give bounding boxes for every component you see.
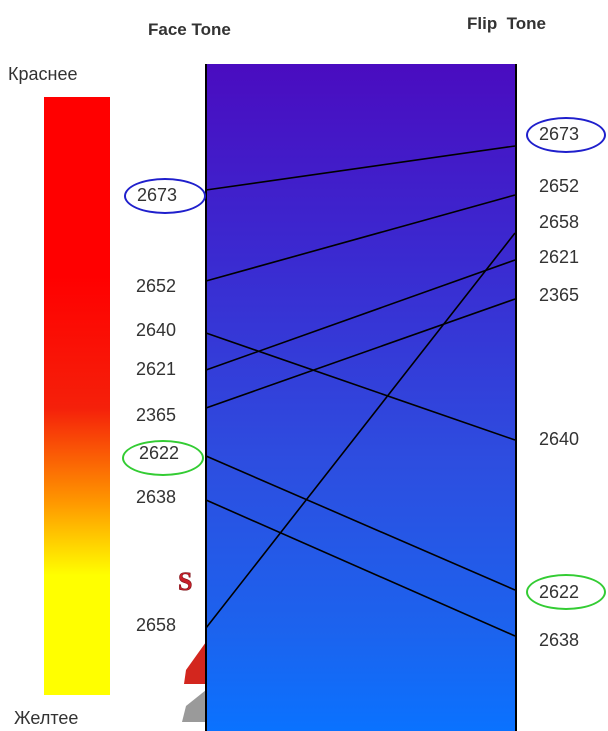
flip-value: 2658 (539, 212, 580, 232)
connection-line-2621 (205, 259, 516, 371)
flip-tone-heading: Flip Tone (467, 14, 547, 33)
highlight-ring-blue-face (124, 178, 206, 214)
redder-label: Краснее (8, 64, 78, 84)
connection-line-2652 (205, 194, 516, 282)
connection-line-2365 (205, 298, 516, 409)
flip-value: 2652 (539, 176, 580, 196)
connection-line-2640 (205, 332, 516, 441)
face-tone-heading: Face Tone (148, 20, 231, 39)
face-value: 2658 (136, 615, 177, 635)
highlight-ring-blue-flip (526, 117, 606, 153)
face-value: 2621 (136, 359, 177, 379)
connection-line-2673 (205, 145, 516, 191)
face-value: 2365 (136, 405, 177, 425)
flip-value: 2621 (539, 247, 580, 267)
connection-line-2658 (205, 232, 516, 629)
connection-line-2622 (205, 455, 516, 591)
face-value: 2638 (136, 487, 177, 507)
svg-text:S: S (178, 567, 192, 596)
face-value: 2652 (136, 276, 177, 296)
yellower-label: Желтее (14, 708, 79, 728)
flip-value: 2640 (539, 429, 580, 449)
highlight-ring-green-flip (526, 574, 606, 610)
connection-line-2638 (205, 499, 516, 637)
face-tone-axis (205, 64, 207, 731)
red-to-yellow-scale (44, 97, 110, 695)
flip-tone-axis (515, 64, 517, 731)
flip-value: 2638 (539, 630, 580, 650)
face-value: 2640 (136, 320, 177, 340)
flip-value: 2365 (539, 285, 580, 305)
highlight-ring-green-face (122, 440, 204, 476)
tone-gradient-panel (206, 64, 516, 731)
